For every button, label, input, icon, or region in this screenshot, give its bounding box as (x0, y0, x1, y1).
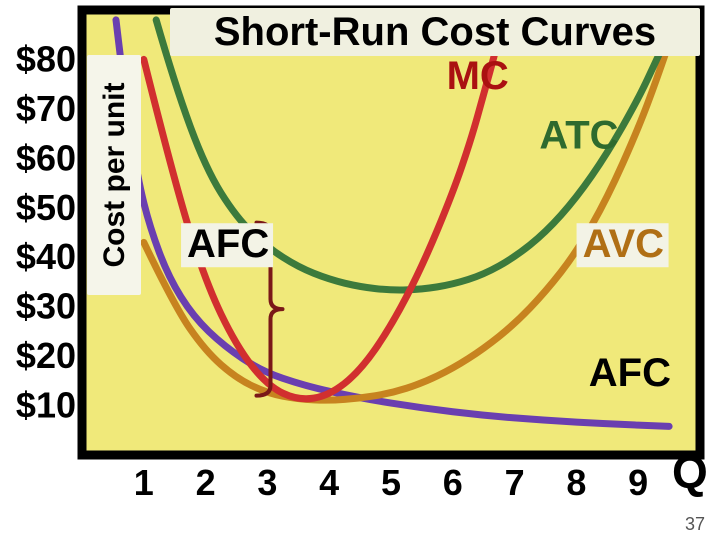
mc-label: MC (447, 54, 509, 98)
y-tick-labels: $10 $20 $30 $40 $50 $60 $70 $80 (16, 38, 76, 425)
afc_bottom-label: AFC (589, 351, 671, 395)
chart-container: $10$20$30$40$50$60$70$80 123456789 Cost … (0, 0, 720, 540)
y-tick-label: $50 (16, 187, 76, 228)
x-tick-label: 4 (319, 462, 339, 503)
x-tick-label: 1 (134, 462, 154, 503)
slide-number: 37 (685, 514, 705, 534)
y-tick-label: $70 (16, 88, 76, 129)
y-tick-label: $20 (16, 335, 76, 376)
y-axis-label: Cost per unit (98, 82, 131, 267)
x-tick-label: 2 (196, 462, 216, 503)
afc_top-label: AFC (187, 222, 269, 266)
y-tick-label: $40 (16, 236, 76, 277)
x-tick-label: 8 (566, 462, 586, 503)
y-tick-label: $80 (16, 38, 76, 79)
chart-title: Short-Run Cost Curves (214, 10, 656, 54)
avc-label: AVC (583, 222, 664, 266)
y-tick-label: $10 (16, 385, 76, 426)
x-tick-label: 6 (443, 462, 463, 503)
y-tick-label: $60 (16, 137, 76, 178)
x-axis-label: Q (672, 446, 708, 498)
chart-svg: $10$20$30$40$50$60$70$80 123456789 Cost … (0, 0, 720, 540)
x-tick-labels: 123456789 (134, 462, 648, 503)
x-tick-label: 9 (628, 462, 648, 503)
y-tick-label: $30 (16, 286, 76, 327)
x-tick-label: 3 (257, 462, 277, 503)
atc-label: ATC (539, 113, 618, 157)
x-tick-label: 5 (381, 462, 401, 503)
x-tick-label: 7 (505, 462, 525, 503)
